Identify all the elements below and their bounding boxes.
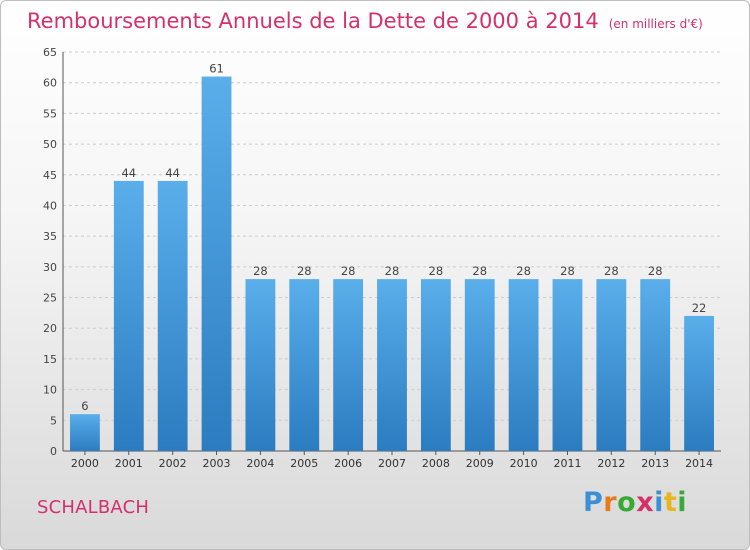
chart-unit-label: (en milliers d'€) [608,17,703,31]
y-tick-label: 50 [43,138,57,151]
y-tick-label: 0 [50,445,57,458]
bar [464,279,495,451]
logo-letter: i [677,487,688,518]
bar-value-label: 28 [516,264,531,278]
x-tick-label: 2000 [71,457,99,470]
x-tick-label: 2006 [334,457,362,470]
logo-letter: x [636,487,655,518]
bar-value-label: 22 [692,301,707,315]
bar [245,279,276,451]
y-tick-label: 10 [43,384,57,397]
bar-value-label: 28 [604,264,619,278]
bar [420,279,451,451]
y-tick-label: 45 [43,169,57,182]
bar-value-label: 61 [209,62,224,76]
x-tick-label: 2003 [203,457,231,470]
proxiti-logo[interactable]: Proxiti [583,487,687,518]
bar [201,76,232,452]
bar [377,279,407,451]
bar [552,279,583,451]
bar [289,279,320,451]
x-tick-label: 2009 [466,457,494,470]
logo-letter: t [663,487,678,518]
logo-letter: r [603,487,618,518]
logo-letter: i [654,487,664,518]
x-tick-label: 2011 [553,457,581,470]
logo-letter: o [617,487,637,518]
x-tick-label: 2010 [510,457,538,470]
bar-value-label: 28 [648,264,663,278]
x-tick-label: 2008 [422,457,450,470]
y-tick-label: 35 [43,230,57,243]
y-tick-label: 25 [43,292,57,305]
bar [333,279,364,451]
x-tick-label: 2007 [378,457,406,470]
chart-title-text: Remboursements Annuels de la Dette de 20… [27,9,599,33]
bar [596,279,627,451]
logo-letter: P [583,487,604,518]
x-tick-label: 2002 [159,457,187,470]
y-tick-label: 60 [43,77,57,90]
bar-value-label: 28 [560,264,575,278]
x-tick-label: 2014 [685,457,713,470]
y-tick-label: 15 [43,353,57,366]
y-tick-label: 65 [43,46,57,59]
bar-value-label: 28 [253,264,268,278]
y-tick-label: 40 [43,199,57,212]
bar-value-label: 44 [165,166,180,180]
bar-value-label: 28 [297,264,312,278]
y-tick-label: 5 [50,414,57,427]
bar [70,414,100,451]
y-tick-label: 55 [43,107,57,120]
x-tick-label: 2001 [115,457,143,470]
x-tick-label: 2013 [641,457,669,470]
y-tick-label: 30 [43,261,57,274]
bar-value-label: 28 [341,264,356,278]
chart-title: Remboursements Annuels de la Dette de 20… [27,9,703,33]
x-tick-label: 2012 [597,457,625,470]
bar-value-label: 28 [385,264,400,278]
bar-value-label: 28 [472,264,487,278]
x-tick-label: 2004 [246,457,274,470]
bar-value-label: 44 [121,166,136,180]
bar-value-label: 28 [429,264,444,278]
bar [640,279,671,451]
bar [113,180,144,451]
bar [508,279,539,451]
bar [157,180,188,451]
x-tick-label: 2005 [290,457,318,470]
bar [684,315,714,451]
bar-value-label: 6 [81,399,88,413]
y-tick-label: 20 [43,322,57,335]
commune-name: SCHALBACH [37,497,150,518]
